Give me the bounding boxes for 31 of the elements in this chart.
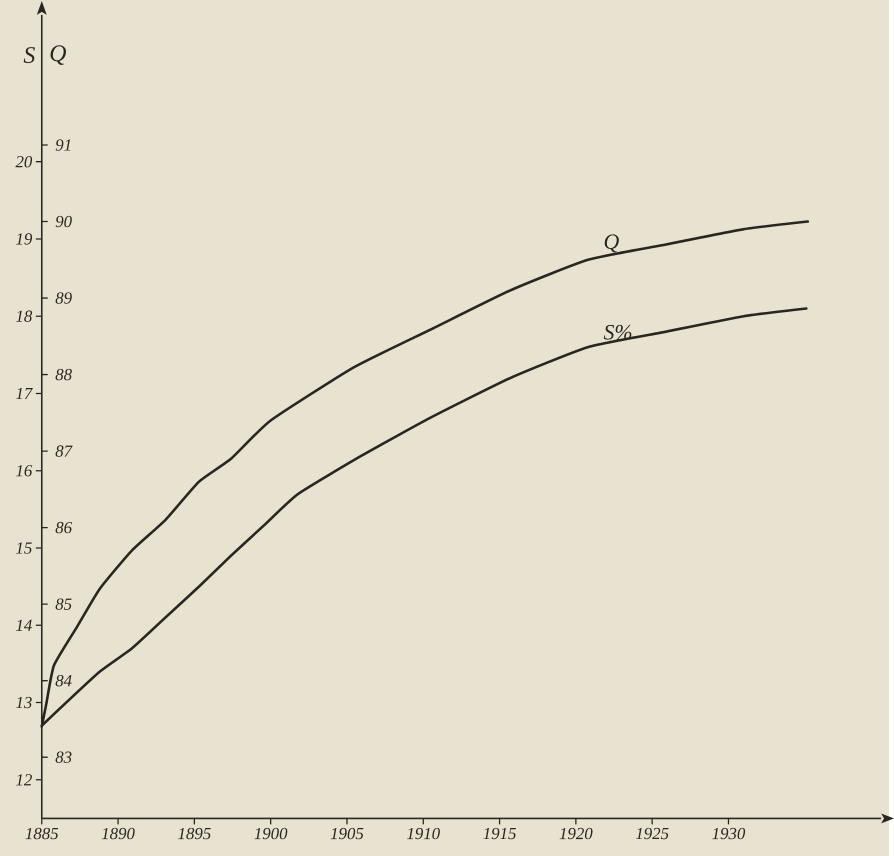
y2-tick-label: 88 (56, 368, 72, 380)
y-tick-label: 15 (16, 542, 32, 554)
x-tick-label: 1895 (178, 828, 211, 840)
x-tick-label: 1890 (102, 828, 135, 840)
y2-tick-label: 90 (56, 216, 72, 228)
y-tick-label: 12 (16, 774, 32, 786)
y2-tick-label: 87 (56, 445, 73, 457)
y-tick-label: 17 (16, 388, 33, 399)
y2-tick-label: 84 (56, 674, 72, 686)
y-tick-label: 20 (15, 156, 32, 168)
y-tick-label: 19 (16, 233, 32, 245)
y2-tick-label: 83 (56, 751, 72, 763)
y-tick-label: 18 (16, 310, 32, 322)
x-tick-label: 1905 (330, 828, 364, 840)
y2-tick-label: 91 (56, 139, 70, 151)
y2-tick-label: 85 (56, 598, 72, 610)
x-tick-label: 1885 (26, 828, 58, 840)
y2-axis-title: Q (50, 45, 66, 65)
x-tick-label: 1920 (560, 828, 592, 840)
y-tick-label: 13 (16, 696, 32, 708)
y2-tick-label: 89 (56, 292, 72, 304)
y-axis-title: S (24, 47, 35, 63)
x-tick-label: 1910 (407, 828, 440, 840)
y2-tick-label: 86 (56, 522, 72, 534)
x-tick-label: 1930 (712, 828, 746, 840)
x-tick-label: 1925 (636, 828, 669, 840)
y-tick-label: 14 (16, 620, 32, 631)
y-tick-label: 16 (16, 464, 32, 476)
x-tick-label: 1900 (254, 828, 288, 840)
x-tick-label: 1915 (483, 828, 516, 840)
series-label: Q (604, 234, 619, 252)
